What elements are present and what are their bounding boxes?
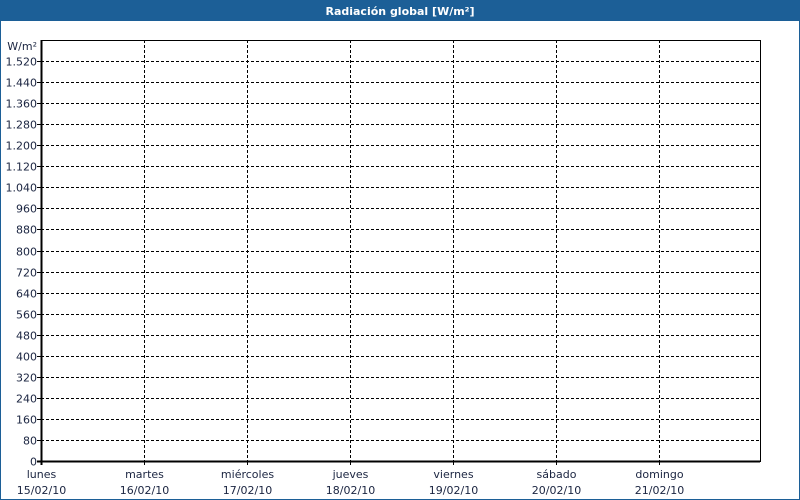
y-tick-label: 0 bbox=[30, 456, 37, 469]
x-tick-day: lunes bbox=[27, 468, 57, 481]
y-tick-label: 800 bbox=[16, 246, 37, 259]
y-tick-label: 560 bbox=[16, 309, 37, 322]
y-tick-label: 160 bbox=[16, 414, 37, 427]
y-tick-label: 1.040 bbox=[6, 182, 38, 195]
x-tick-day: viernes bbox=[433, 468, 473, 481]
x-tick-day: sábado bbox=[537, 468, 577, 481]
chart-title: Radiación global [W/m²] bbox=[1, 1, 799, 21]
y-tick-label: 960 bbox=[16, 203, 37, 216]
x-tick-date: 20/02/10 bbox=[532, 484, 581, 497]
y-axis-label: W/m² bbox=[7, 40, 37, 53]
x-tick-day: martes bbox=[125, 468, 164, 481]
y-tick-label: 640 bbox=[16, 288, 37, 301]
x-tick-date: 21/02/10 bbox=[635, 484, 684, 497]
y-tick-label: 1.360 bbox=[6, 98, 38, 111]
y-tick-label: 1.440 bbox=[6, 77, 38, 90]
x-tick-date: 18/02/10 bbox=[326, 484, 375, 497]
x-tick-date: 16/02/10 bbox=[120, 484, 169, 497]
y-tick-label: 1.520 bbox=[6, 56, 38, 69]
y-tick-label: 480 bbox=[16, 330, 37, 343]
x-tick-day: jueves bbox=[332, 468, 369, 481]
y-tick-label: 80 bbox=[23, 435, 37, 448]
x-tick-date: 19/02/10 bbox=[429, 484, 478, 497]
x-tick-day: miércoles bbox=[221, 468, 274, 481]
y-tick-label: 240 bbox=[16, 393, 37, 406]
x-tick-day: domingo bbox=[635, 468, 683, 481]
y-tick-label: 1.280 bbox=[6, 119, 38, 132]
y-tick-label: 880 bbox=[16, 224, 37, 237]
y-tick-label: 720 bbox=[16, 267, 37, 280]
y-tick-label: 1.120 bbox=[6, 161, 38, 174]
y-tick-label: 1.200 bbox=[6, 140, 38, 153]
y-tick-label: 400 bbox=[16, 351, 37, 364]
x-tick-date: 17/02/10 bbox=[223, 484, 272, 497]
y-tick-label: 320 bbox=[16, 372, 37, 385]
x-tick-date: 15/02/10 bbox=[17, 484, 66, 497]
